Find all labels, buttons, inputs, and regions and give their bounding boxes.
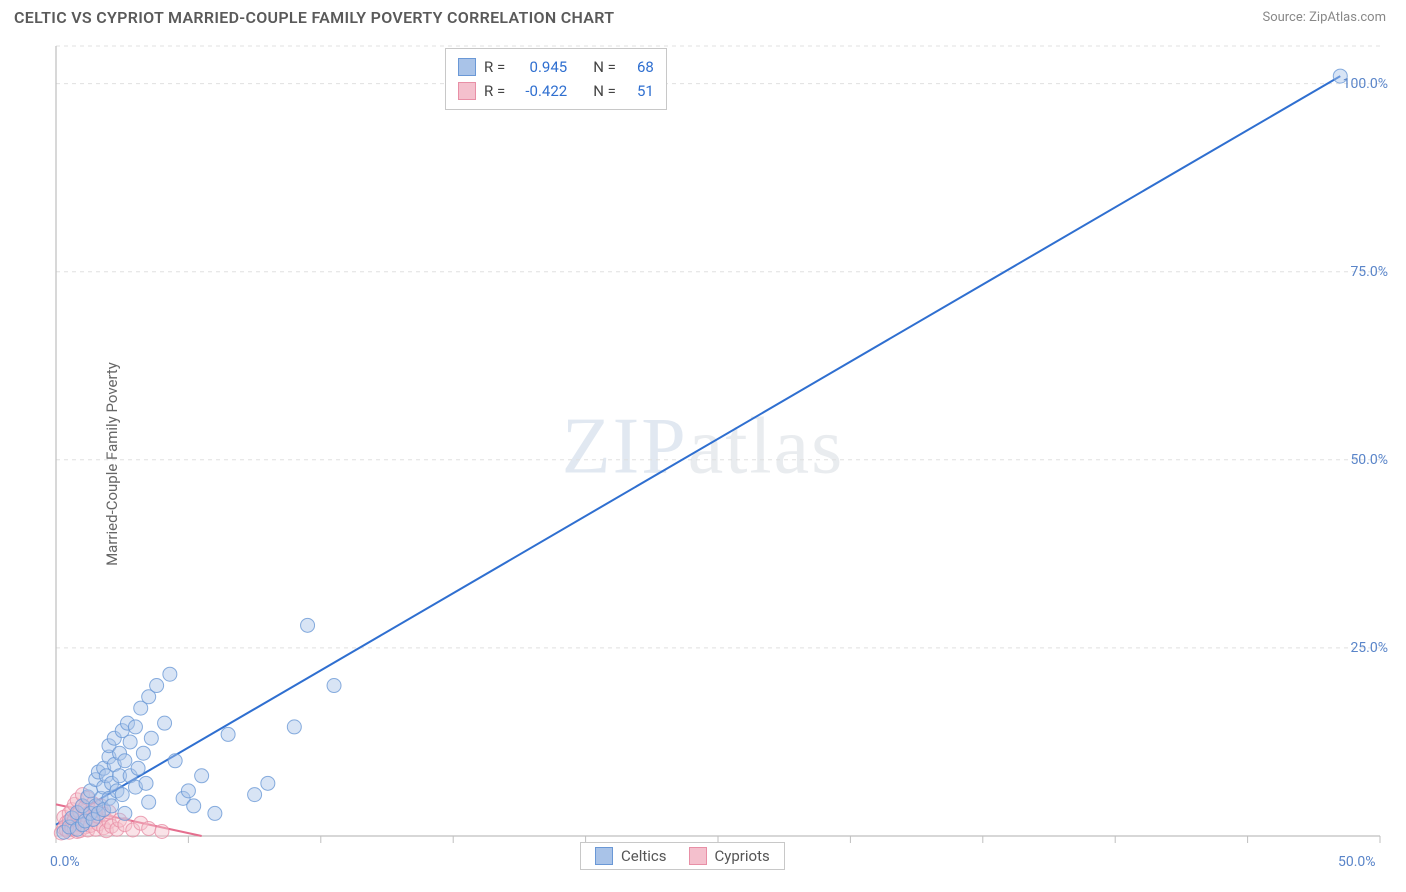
r-value: 0.945: [513, 55, 567, 79]
legend-swatch: [595, 847, 613, 865]
n-value: 51: [624, 79, 654, 103]
chart-area: Married-Couple Family Poverty ZIPatlas R…: [0, 36, 1406, 892]
source-prefix: Source:: [1262, 10, 1309, 25]
legend-label: Celtics: [621, 847, 667, 865]
chart-title: CELTIC VS CYPRIOT MARRIED-COUPLE FAMILY …: [14, 8, 614, 27]
r-label: R =: [484, 79, 505, 103]
x-tick-label: 0.0%: [50, 854, 80, 870]
n-value: 68: [624, 55, 654, 79]
correlation-stats-box: R = 0.945 N = 68 R = -0.422 N = 51: [445, 48, 667, 110]
series-legend: Celtics Cypriots: [580, 842, 785, 870]
y-tick-label: 25.0%: [1350, 640, 1388, 656]
legend-item: Cypriots: [689, 847, 770, 865]
legend-swatch: [689, 847, 707, 865]
y-tick-label: 75.0%: [1350, 264, 1388, 280]
source-attribution: Source: ZipAtlas.com: [1262, 10, 1386, 25]
chart-header: CELTIC VS CYPRIOT MARRIED-COUPLE FAMILY …: [0, 0, 1406, 31]
y-tick-label: 100.0%: [1343, 76, 1388, 92]
series-swatch: [458, 82, 476, 100]
legend-label: Cypriots: [715, 847, 770, 865]
source-link[interactable]: ZipAtlas.com: [1309, 10, 1386, 25]
y-tick-label: 50.0%: [1350, 452, 1388, 468]
n-label: N =: [593, 79, 616, 103]
scatter-plot-svg: [0, 36, 1406, 892]
legend-item: Celtics: [595, 847, 667, 865]
stats-row: R = 0.945 N = 68: [458, 55, 654, 79]
n-label: N =: [593, 55, 616, 79]
r-value: -0.422: [513, 79, 567, 103]
x-tick-label: 50.0%: [1338, 854, 1376, 870]
r-label: R =: [484, 55, 505, 79]
stats-row: R = -0.422 N = 51: [458, 79, 654, 103]
series-swatch: [458, 58, 476, 76]
